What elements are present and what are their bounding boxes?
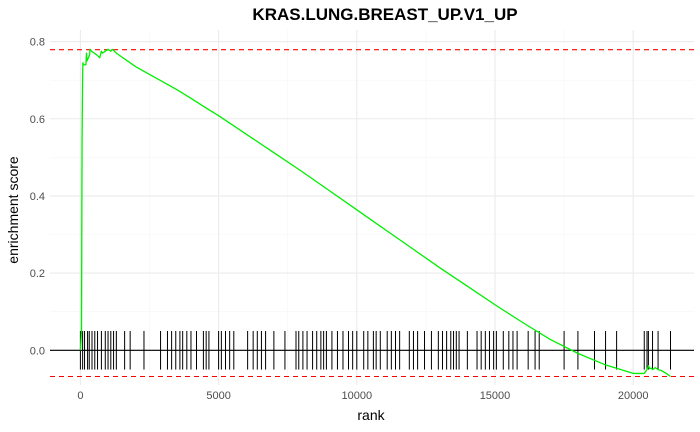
y-axis-ticks: 0.0 0.2 0.4 0.6 0.8 <box>30 37 45 358</box>
x-axis-ticks: 0 5000 10000 15000 20000 <box>77 390 648 402</box>
threshold-lines <box>50 49 694 378</box>
x-tick-label: 5000 <box>206 390 230 402</box>
enrichment-curve <box>79 48 671 378</box>
x-axis-label: rank <box>357 407 385 423</box>
y-tick-label: 0.4 <box>30 191 45 203</box>
y-tick-label: 0.6 <box>30 114 45 126</box>
y-axis-label: enrichment score <box>5 156 21 264</box>
enrichment-curve-group <box>79 48 671 378</box>
y-tick-label: 0.8 <box>30 37 45 49</box>
y-tick-label: 0.2 <box>30 268 45 280</box>
x-tick-label: 10000 <box>342 390 373 402</box>
x-tick-label: 20000 <box>618 390 649 402</box>
y-tick-label: 0.0 <box>30 345 45 357</box>
grid <box>50 30 694 385</box>
chart-title: KRAS.LUNG.BREAST_UP.V1_UP <box>252 5 517 24</box>
gene-hit-ticks <box>79 330 672 370</box>
x-tick-label: 15000 <box>480 390 511 402</box>
x-tick-label: 0 <box>77 390 83 402</box>
